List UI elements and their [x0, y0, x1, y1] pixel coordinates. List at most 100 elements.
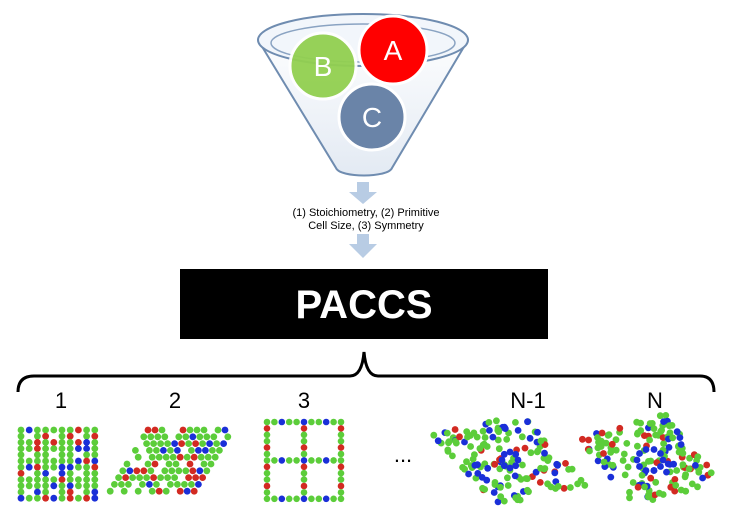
atom	[34, 445, 41, 452]
atom	[685, 465, 693, 473]
atom	[633, 456, 641, 464]
atom	[263, 495, 271, 503]
atom	[526, 434, 534, 442]
atom	[91, 494, 99, 502]
atom	[532, 468, 540, 476]
atom	[607, 473, 615, 481]
atom	[647, 457, 655, 465]
atom	[161, 433, 169, 441]
atom	[50, 457, 58, 465]
atom	[495, 428, 503, 436]
atom	[263, 425, 271, 432]
element-b-label: B	[314, 51, 333, 82]
atom	[695, 468, 703, 476]
atom	[42, 445, 49, 452]
atom	[629, 479, 637, 486]
atom	[501, 425, 509, 432]
atom	[83, 470, 90, 477]
atom	[300, 431, 308, 439]
atom	[308, 495, 315, 503]
atom	[118, 481, 125, 488]
atom	[66, 445, 74, 452]
atom	[42, 482, 49, 490]
atom	[66, 470, 74, 477]
atom	[668, 422, 676, 429]
atom	[144, 460, 152, 468]
atom	[174, 481, 181, 488]
atom	[514, 496, 521, 504]
down-arrow-1	[349, 182, 377, 204]
atom	[206, 440, 214, 447]
atom	[197, 453, 205, 461]
atom	[634, 483, 642, 491]
atom	[337, 463, 345, 471]
atom	[42, 463, 49, 471]
atom	[211, 453, 219, 461]
atom	[183, 453, 191, 461]
atom	[91, 470, 99, 477]
atom	[17, 439, 25, 446]
atom	[506, 448, 514, 456]
atom	[479, 427, 487, 435]
atom	[50, 439, 58, 446]
atom	[464, 433, 471, 441]
atom	[66, 476, 74, 483]
atom	[652, 431, 659, 439]
atom	[58, 488, 66, 496]
atom	[694, 483, 701, 491]
atom	[151, 426, 159, 434]
atom	[168, 467, 176, 475]
atom	[650, 425, 658, 432]
atom	[75, 426, 82, 434]
atom	[75, 439, 82, 446]
atom	[608, 440, 616, 448]
atom	[34, 470, 41, 477]
atom	[641, 483, 648, 491]
atom	[330, 457, 337, 464]
atom	[626, 494, 633, 502]
atom	[263, 444, 271, 451]
atom	[300, 463, 308, 471]
atom	[17, 470, 25, 477]
atom	[585, 436, 592, 444]
atom	[66, 439, 74, 446]
atom	[164, 474, 172, 481]
atom	[676, 434, 684, 441]
atom	[650, 446, 658, 453]
atom	[673, 467, 681, 474]
element-circle-a: A	[357, 14, 429, 86]
atom	[192, 440, 200, 447]
atom	[660, 440, 667, 447]
atom	[527, 449, 535, 457]
atom	[148, 453, 156, 461]
atom	[504, 482, 512, 489]
atom	[671, 476, 679, 483]
atom	[210, 433, 218, 441]
atom	[42, 451, 49, 459]
atom	[337, 489, 345, 496]
atom	[692, 462, 699, 469]
atom	[634, 442, 641, 450]
atom	[126, 467, 134, 475]
atom	[512, 462, 520, 470]
atom	[679, 461, 687, 469]
atom	[521, 444, 529, 452]
atom	[189, 467, 197, 475]
atom	[490, 489, 498, 496]
atom	[657, 463, 664, 470]
atom	[189, 433, 197, 441]
atom	[657, 450, 664, 457]
atom	[214, 426, 222, 434]
structure-ellipsis: ...	[394, 442, 412, 467]
atom	[686, 454, 693, 462]
atom	[174, 447, 181, 454]
atom	[17, 494, 25, 502]
atom	[132, 447, 139, 454]
atom	[34, 488, 41, 496]
atom	[25, 445, 33, 452]
atom	[647, 474, 655, 482]
atom	[157, 474, 165, 481]
atom	[25, 439, 33, 446]
atom	[42, 476, 49, 483]
atom	[50, 445, 58, 452]
